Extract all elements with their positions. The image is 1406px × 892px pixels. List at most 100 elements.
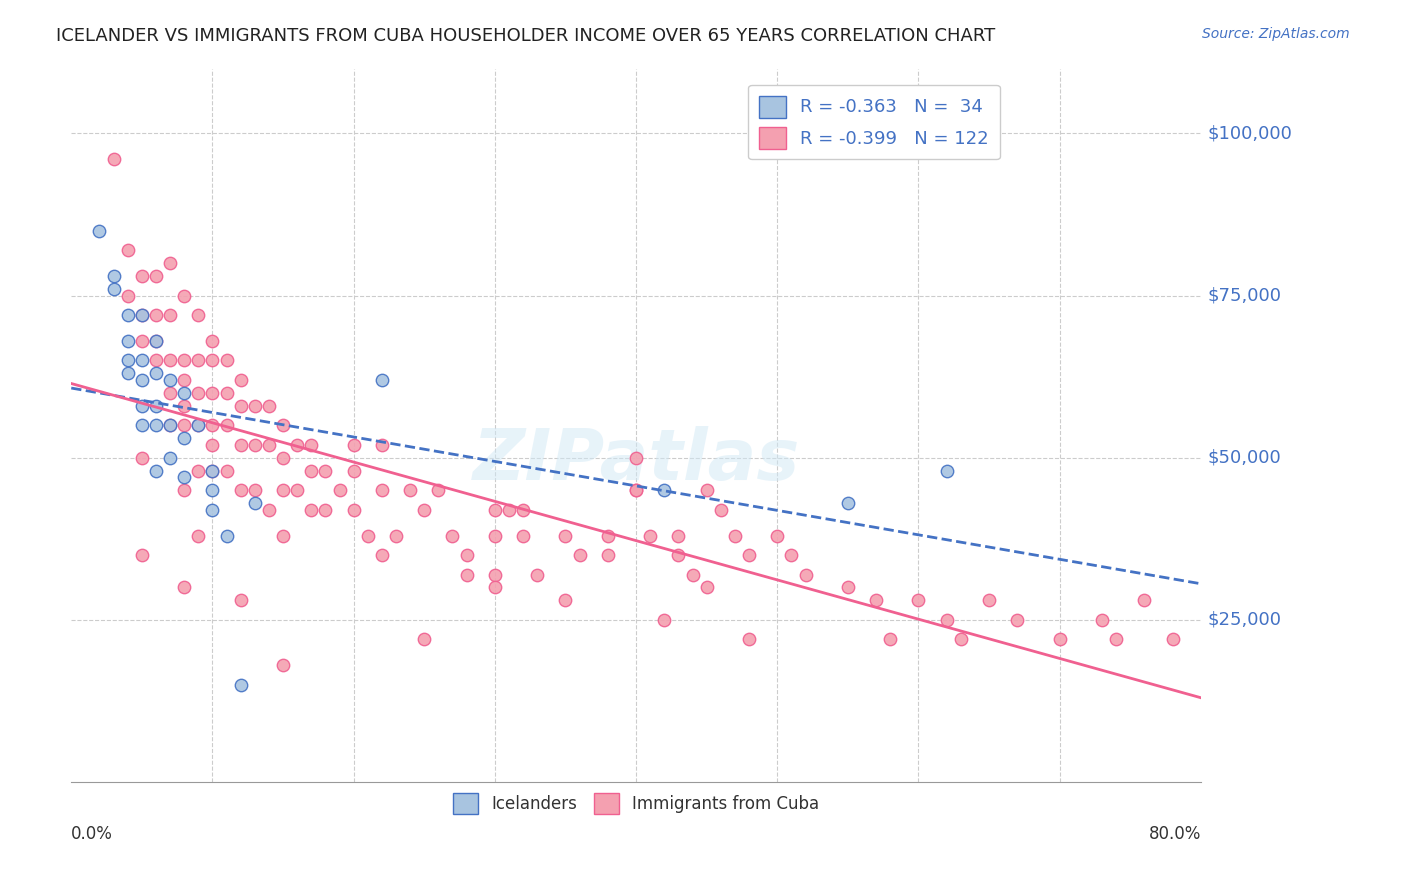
Point xyxy=(229,483,252,498)
Point xyxy=(371,483,394,498)
Point xyxy=(201,483,224,498)
Point xyxy=(371,373,394,387)
Point xyxy=(145,367,167,381)
Point xyxy=(371,438,394,452)
Point xyxy=(173,288,195,302)
Point xyxy=(103,269,125,284)
Point xyxy=(343,502,366,516)
Text: $75,000: $75,000 xyxy=(1208,286,1282,304)
Point xyxy=(145,418,167,433)
Text: $25,000: $25,000 xyxy=(1208,611,1282,629)
Point xyxy=(187,464,209,478)
Point xyxy=(229,678,252,692)
Point xyxy=(668,528,690,542)
Legend: Icelanders, Immigrants from Cuba: Icelanders, Immigrants from Cuba xyxy=(443,783,830,823)
Point xyxy=(766,528,789,542)
Point xyxy=(131,418,153,433)
Point xyxy=(187,418,209,433)
Point xyxy=(371,548,394,562)
Point xyxy=(145,399,167,413)
Point xyxy=(1007,613,1029,627)
Point xyxy=(512,528,534,542)
Point xyxy=(512,502,534,516)
Point xyxy=(201,353,224,368)
Point xyxy=(173,373,195,387)
Point xyxy=(441,528,464,542)
Text: $100,000: $100,000 xyxy=(1208,124,1294,143)
Point xyxy=(343,464,366,478)
Point xyxy=(554,593,576,607)
Point xyxy=(201,334,224,348)
Point xyxy=(145,308,167,322)
Point xyxy=(271,528,294,542)
Point xyxy=(710,502,733,516)
Text: 0.0%: 0.0% xyxy=(72,825,112,843)
Point xyxy=(907,593,929,607)
Point xyxy=(229,399,252,413)
Point xyxy=(229,438,252,452)
Point xyxy=(131,269,153,284)
Text: ICELANDER VS IMMIGRANTS FROM CUBA HOUSEHOLDER INCOME OVER 65 YEARS CORRELATION C: ICELANDER VS IMMIGRANTS FROM CUBA HOUSEH… xyxy=(56,27,995,45)
Point xyxy=(484,567,506,582)
Point xyxy=(977,593,1000,607)
Point xyxy=(215,418,238,433)
Point xyxy=(484,528,506,542)
Point xyxy=(271,483,294,498)
Point xyxy=(187,528,209,542)
Text: ZIPatlas: ZIPatlas xyxy=(472,426,800,495)
Point xyxy=(271,658,294,673)
Point xyxy=(131,308,153,322)
Point xyxy=(159,308,181,322)
Point xyxy=(173,353,195,368)
Point xyxy=(131,353,153,368)
Point xyxy=(935,464,957,478)
Point xyxy=(484,581,506,595)
Point xyxy=(187,353,209,368)
Point xyxy=(638,528,661,542)
Point xyxy=(357,528,380,542)
Point xyxy=(173,431,195,445)
Point xyxy=(554,528,576,542)
Point xyxy=(159,373,181,387)
Point xyxy=(257,438,280,452)
Point xyxy=(103,153,125,167)
Point xyxy=(314,464,336,478)
Point xyxy=(738,548,761,562)
Point xyxy=(243,438,266,452)
Point xyxy=(696,483,718,498)
Point xyxy=(117,288,139,302)
Point xyxy=(131,308,153,322)
Point xyxy=(837,496,859,510)
Point xyxy=(201,502,224,516)
Point xyxy=(624,450,647,465)
Point xyxy=(624,483,647,498)
Point xyxy=(1161,632,1184,647)
Point xyxy=(780,548,803,562)
Point xyxy=(187,385,209,400)
Point xyxy=(131,373,153,387)
Point xyxy=(794,567,817,582)
Point xyxy=(879,632,901,647)
Text: 80.0%: 80.0% xyxy=(1149,825,1201,843)
Point xyxy=(243,496,266,510)
Point xyxy=(865,593,887,607)
Point xyxy=(257,399,280,413)
Point xyxy=(89,224,111,238)
Point xyxy=(131,548,153,562)
Point xyxy=(159,353,181,368)
Point xyxy=(159,418,181,433)
Text: Source: ZipAtlas.com: Source: ZipAtlas.com xyxy=(1202,27,1350,41)
Point xyxy=(1049,632,1071,647)
Point xyxy=(131,399,153,413)
Point xyxy=(413,632,436,647)
Point xyxy=(1105,632,1128,647)
Point xyxy=(652,613,675,627)
Point xyxy=(243,399,266,413)
Point xyxy=(145,334,167,348)
Point xyxy=(215,528,238,542)
Point xyxy=(427,483,450,498)
Point xyxy=(682,567,704,582)
Point xyxy=(299,464,322,478)
Point xyxy=(526,567,548,582)
Point xyxy=(498,502,520,516)
